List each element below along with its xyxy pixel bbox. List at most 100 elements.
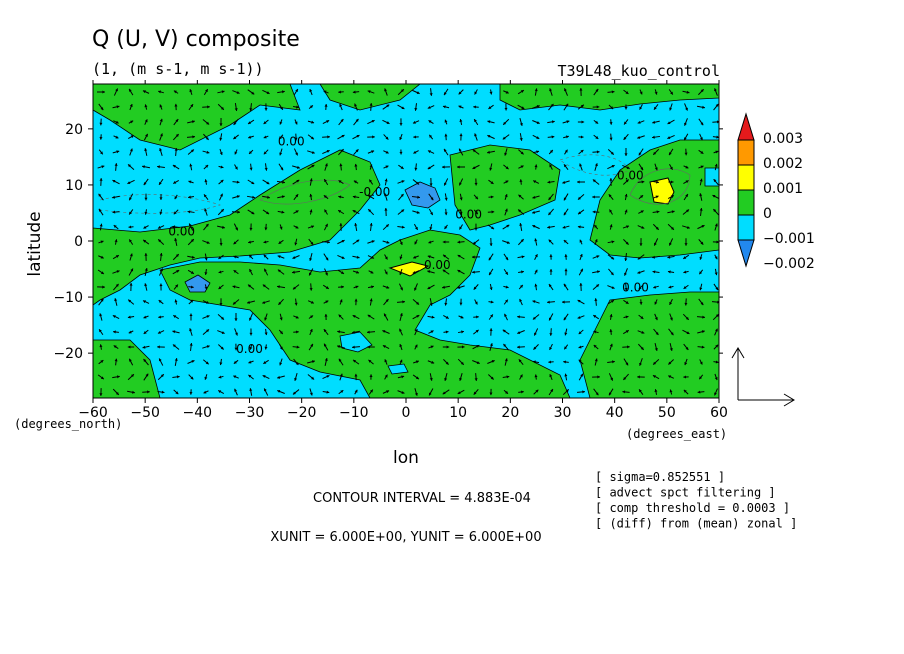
wind-vector-head <box>667 136 671 139</box>
wind-vector-head <box>282 180 285 184</box>
wind-vector-head <box>220 193 223 197</box>
wind-vector-head <box>158 358 162 362</box>
wind-vector-head <box>625 91 629 94</box>
wind-vector-head <box>609 392 612 396</box>
wind-vector-head <box>476 315 479 319</box>
wind-vector-head <box>444 302 448 306</box>
wind-vector-head <box>132 390 135 394</box>
wind-vector-head <box>252 195 255 199</box>
wind-vector-head <box>520 239 524 243</box>
wind-vector-head <box>368 359 372 363</box>
wind-vector-head <box>264 332 268 336</box>
y-axis-title: latitude <box>25 211 45 276</box>
wind-vector-head <box>442 165 445 169</box>
wind-vector-head <box>668 375 672 379</box>
wind-vector-head <box>654 348 658 351</box>
reference-vector <box>731 347 795 407</box>
wind-vector-head <box>267 195 270 199</box>
wind-vector-head <box>191 360 195 363</box>
wind-vector-head <box>532 360 536 364</box>
wind-vector-head <box>204 376 208 380</box>
wind-vector-head <box>188 195 191 199</box>
wind-vector-head <box>191 120 195 124</box>
notes-block: [ sigma=0.852551 ] [ advect spct filterin… <box>595 470 797 531</box>
wind-vector-head <box>326 150 330 153</box>
wind-vector-head <box>685 316 689 320</box>
wind-vector-head <box>414 392 418 396</box>
wind-vector-head <box>310 315 314 319</box>
x-units-label: (degrees_east) <box>626 427 727 441</box>
wind-vector-head <box>504 313 507 317</box>
contour-label: 0.00 <box>617 168 644 182</box>
wind-vector-head <box>352 345 355 349</box>
wind-vector-head <box>309 257 313 261</box>
wind-vector-head <box>280 106 283 110</box>
wind-vector-head <box>401 225 405 229</box>
wind-vector-head <box>340 271 344 274</box>
wind-vector-head <box>310 300 314 304</box>
wind-vector-head <box>686 225 690 229</box>
wind-vector-head <box>116 105 120 109</box>
wind-vector-head <box>248 135 252 139</box>
wind-vector-head <box>490 195 494 199</box>
contour-label: 0.00 <box>424 258 451 272</box>
wind-vector-head <box>714 328 718 332</box>
wind-vector-head <box>309 105 313 109</box>
wind-vector-head <box>206 121 210 125</box>
legend-swatch <box>737 189 755 216</box>
wind-vector-head <box>112 195 116 199</box>
wind-vector-head <box>427 286 431 290</box>
wind-vector-head <box>232 285 236 289</box>
wind-vector-head <box>609 209 613 213</box>
wind-vector-head <box>218 286 222 289</box>
wind-vector-head <box>594 163 598 167</box>
wind-vector-head <box>401 180 405 184</box>
wind-vector-head <box>685 165 689 169</box>
wind-vector-head <box>222 225 225 229</box>
wind-vector-head <box>653 151 657 155</box>
wind-vector-head <box>577 299 581 303</box>
wind-vector-head <box>430 330 434 334</box>
wind-vector-head <box>505 299 508 303</box>
wind-vector-head <box>251 211 255 215</box>
wind-vector-head <box>592 195 595 199</box>
wind-vector-head <box>309 329 313 333</box>
wind-vector-head <box>428 392 432 396</box>
wind-vector-head <box>355 285 359 289</box>
note-line: [ comp threshold = 0.0003 ] <box>595 501 790 515</box>
wind-vector-head <box>369 179 373 183</box>
wind-vector-head <box>564 254 568 257</box>
wind-vector-head <box>579 254 583 257</box>
wind-vector-head <box>192 135 195 139</box>
wind-vector-head <box>278 240 282 244</box>
wind-vector-head <box>129 358 132 362</box>
wind-vector-head <box>444 133 448 137</box>
wind-vector-head <box>653 361 657 365</box>
wind-vector-head <box>296 105 299 109</box>
wind-vector-head <box>371 285 374 289</box>
wind-vector-head <box>234 166 238 170</box>
wind-vector-head <box>683 375 686 379</box>
wind-vector-head <box>637 256 641 260</box>
y-tick-label: 0 <box>74 234 83 250</box>
wind-vector-head <box>129 211 132 215</box>
wind-vector-head <box>532 300 536 304</box>
vector-units: XUNIT = 6.000E+00, YUNIT = 6.000E+00 <box>270 530 541 545</box>
wind-vector-head <box>654 317 658 321</box>
wind-vector-head <box>578 211 582 215</box>
wind-vector-head <box>310 241 314 245</box>
wind-vector-head <box>548 317 552 321</box>
wind-vector-head <box>386 121 390 124</box>
wind-vector-head <box>384 193 388 197</box>
wind-vector-head <box>505 257 509 261</box>
wind-vector-head <box>653 106 657 110</box>
wind-vector-head <box>220 106 224 110</box>
wind-vector-head <box>338 90 341 94</box>
wind-vector-head <box>233 375 237 379</box>
wind-vector-head <box>296 179 300 183</box>
wind-vector-head <box>266 91 270 94</box>
wind-vector-head <box>249 268 253 272</box>
field-region-positive <box>319 84 421 111</box>
wind-vector-head <box>176 375 180 379</box>
wind-vector-head <box>625 179 629 183</box>
